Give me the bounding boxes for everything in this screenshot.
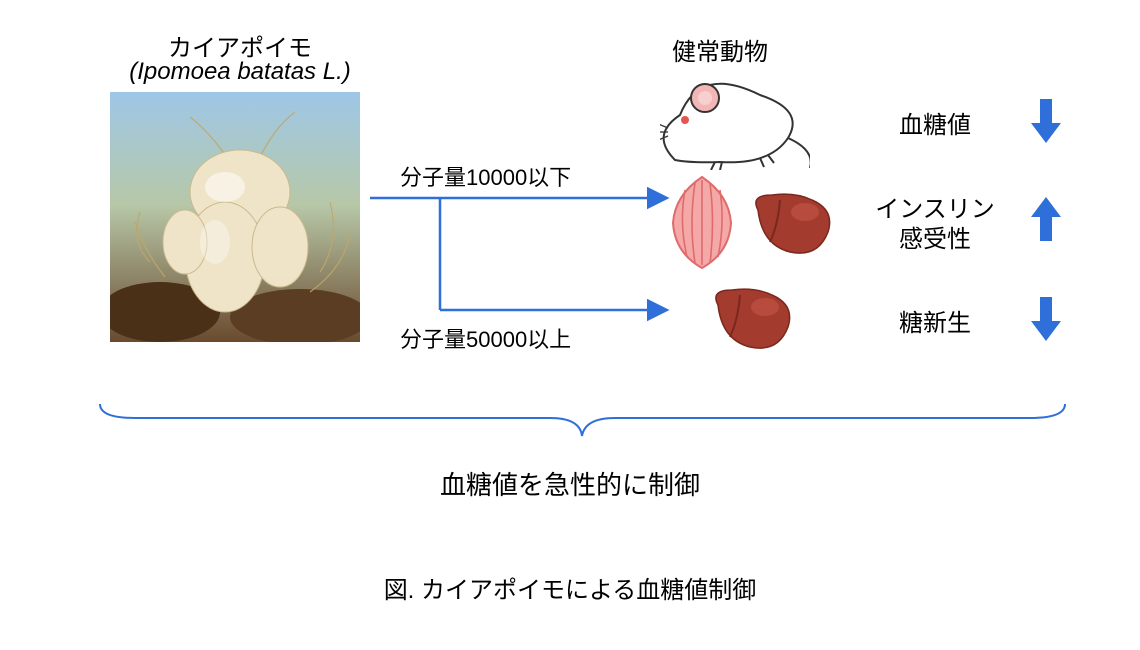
brace-icon bbox=[95, 400, 1070, 440]
summary-text: 血糖値を急性的に制御 bbox=[0, 465, 1140, 502]
outcome-1-arrow-up-icon bbox=[1028, 195, 1064, 245]
targets-heading: 健常動物 bbox=[620, 32, 820, 67]
figure-caption: 図. カイアポイモによる血糖値制御 bbox=[0, 570, 1140, 605]
outcome-0-label: 血糖値 bbox=[870, 105, 1000, 140]
source-name-latin: (Ipomoea batatas L.) bbox=[90, 58, 390, 86]
liver-icon-2 bbox=[710, 285, 795, 355]
outcome-1-label: インスリン 感受性 bbox=[855, 195, 1015, 255]
outcome-2-arrow-down-icon bbox=[1028, 293, 1064, 343]
outcome-0-arrow-down-icon bbox=[1028, 95, 1064, 145]
source-photo bbox=[110, 92, 360, 342]
mouse-icon bbox=[660, 70, 810, 170]
muscle-icon bbox=[665, 175, 740, 270]
pathway-upper-label: 分子量10000以下 bbox=[400, 160, 571, 192]
pathway-lower-label: 分子量50000以上 bbox=[400, 322, 571, 354]
liver-icon-1 bbox=[750, 190, 835, 260]
diagram-canvas: カイアポイモ (Ipomoea batatas L.) bbox=[0, 0, 1140, 650]
outcome-2-label: 糖新生 bbox=[870, 303, 1000, 338]
